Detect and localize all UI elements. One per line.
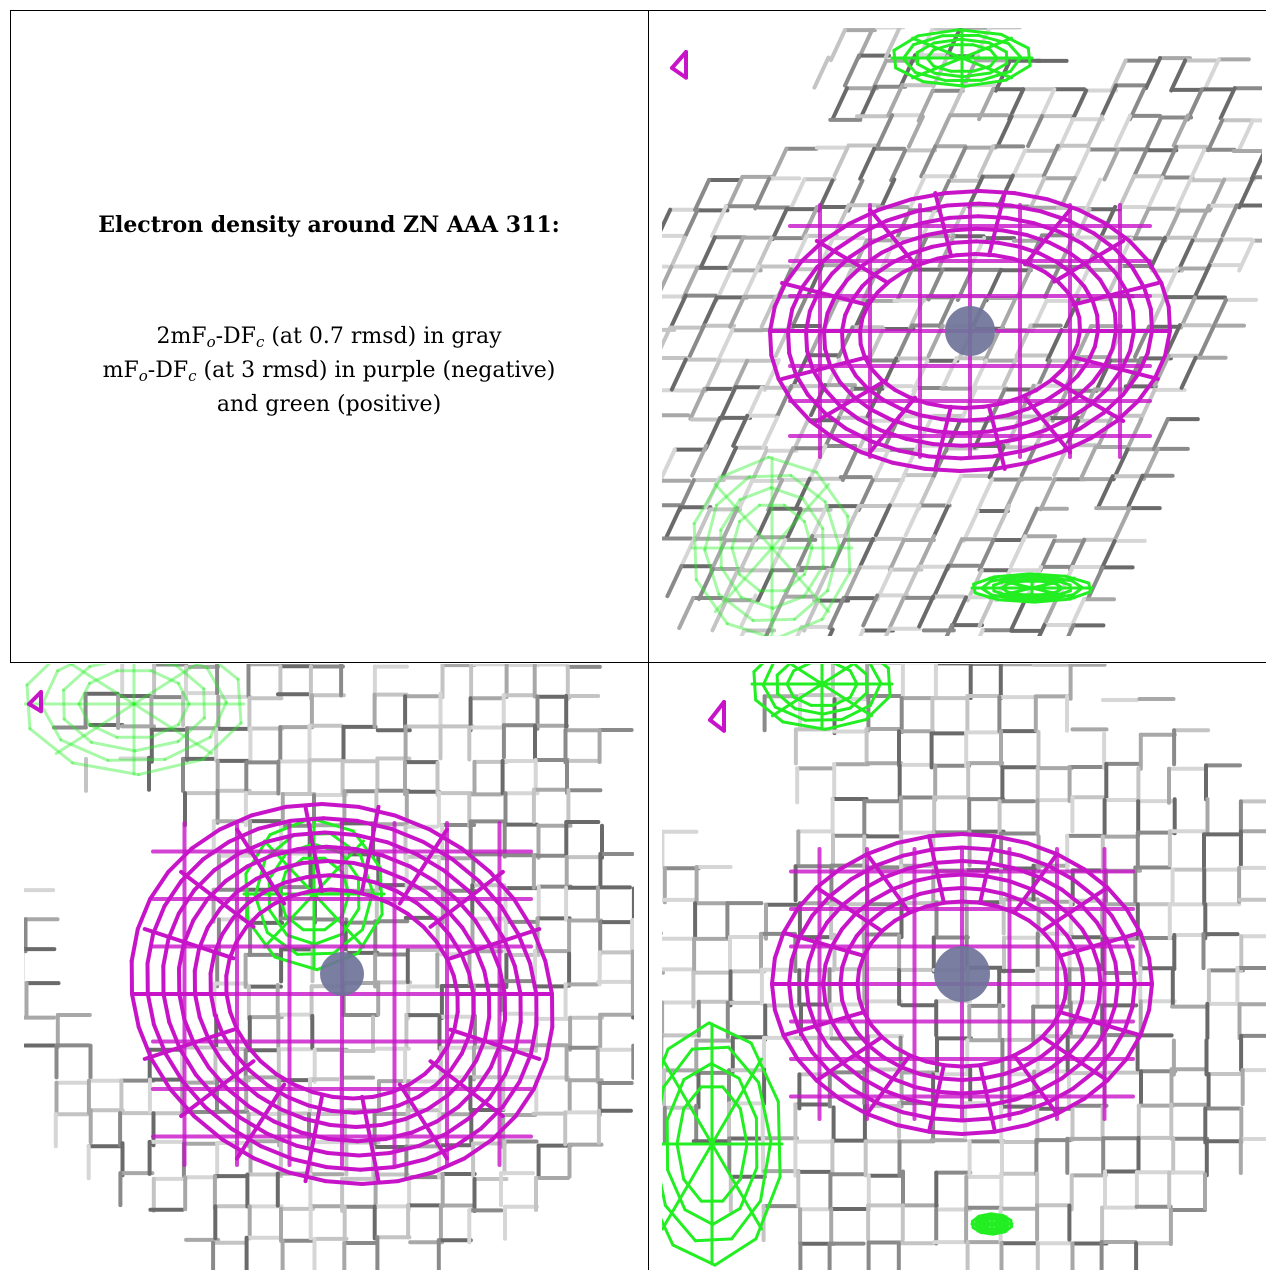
density-view-3-mesh [662, 664, 1266, 1270]
border-mid-horizontal [10, 662, 1266, 663]
density-view-3 [662, 664, 1266, 1270]
density-view-2-mesh [24, 664, 634, 1270]
density-view-1-mesh [662, 28, 1262, 636]
legend-line-2fofc: 2mFo-DFc (at 0.7 rmsd) in gray [156, 324, 502, 351]
green-mesh-1 [690, 28, 1094, 636]
purple-mesh-1 [670, 50, 1172, 473]
purple-mesh-2 [27, 690, 555, 1186]
border-middle [648, 10, 649, 1270]
caption-cell: Electron density around ZN AAA 311: 2mFo… [10, 10, 648, 662]
green-mesh-3 [662, 664, 1014, 1267]
border-left [10, 10, 11, 662]
density-view-2 [24, 664, 634, 1270]
caption-legend: 2mFo-DFc (at 0.7 rmsd) in gray mFo-DFc (… [10, 320, 648, 422]
legend-line-positive: and green (positive) [216, 392, 442, 417]
purple-mesh-3 [708, 700, 1154, 1136]
caption-title: Electron density around ZN AAA 311: [98, 212, 560, 238]
density-view-1 [662, 28, 1262, 636]
zinc-atom-3 [934, 946, 990, 1002]
figure-frame: Electron density around ZN AAA 311: 2mFo… [10, 10, 1266, 1270]
zinc-atom-2 [320, 952, 364, 996]
border-top [10, 10, 1266, 11]
legend-line-fofc: mFo-DFc (at 3 rmsd) in purple (negative) [102, 358, 556, 385]
zinc-atom-1 [945, 306, 995, 356]
